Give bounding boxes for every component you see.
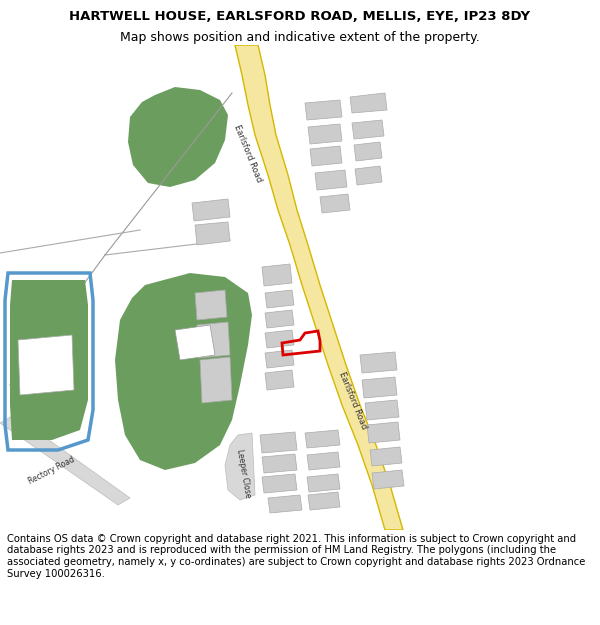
Polygon shape: [308, 492, 340, 510]
Polygon shape: [310, 146, 342, 166]
Polygon shape: [10, 280, 88, 440]
Polygon shape: [308, 124, 342, 144]
Polygon shape: [372, 470, 404, 489]
Polygon shape: [265, 290, 294, 308]
Polygon shape: [197, 322, 230, 358]
Polygon shape: [265, 310, 294, 328]
Polygon shape: [128, 87, 228, 187]
Polygon shape: [115, 273, 252, 470]
Text: Earlsford Road: Earlsford Road: [337, 370, 368, 430]
Polygon shape: [268, 495, 302, 513]
Polygon shape: [262, 264, 292, 286]
Polygon shape: [350, 93, 387, 113]
Polygon shape: [225, 433, 255, 500]
Text: Earlsford Road: Earlsford Road: [232, 123, 263, 183]
Text: Leeper Close: Leeper Close: [235, 448, 253, 498]
Polygon shape: [0, 415, 130, 505]
Polygon shape: [362, 377, 397, 398]
Polygon shape: [195, 290, 227, 320]
Polygon shape: [370, 447, 402, 466]
Polygon shape: [352, 120, 384, 139]
Polygon shape: [307, 474, 340, 492]
Text: Map shows position and indicative extent of the property.: Map shows position and indicative extent…: [120, 31, 480, 44]
Polygon shape: [354, 142, 382, 161]
Polygon shape: [18, 335, 74, 395]
Text: Contains OS data © Crown copyright and database right 2021. This information is : Contains OS data © Crown copyright and d…: [7, 534, 586, 579]
Polygon shape: [320, 194, 350, 213]
Polygon shape: [265, 330, 294, 348]
Polygon shape: [307, 452, 340, 470]
Polygon shape: [265, 350, 294, 368]
Polygon shape: [262, 474, 297, 493]
Polygon shape: [175, 325, 215, 360]
Polygon shape: [262, 454, 297, 473]
Polygon shape: [315, 170, 347, 190]
Polygon shape: [235, 45, 403, 530]
Polygon shape: [265, 370, 294, 390]
Polygon shape: [360, 352, 397, 373]
Polygon shape: [355, 166, 382, 185]
Polygon shape: [305, 430, 340, 448]
Polygon shape: [260, 432, 297, 453]
Polygon shape: [365, 400, 399, 420]
Text: Rectory Road: Rectory Road: [27, 454, 77, 486]
Polygon shape: [305, 100, 342, 120]
Polygon shape: [200, 357, 232, 403]
Text: HARTWELL HOUSE, EARLSFORD ROAD, MELLIS, EYE, IP23 8DY: HARTWELL HOUSE, EARLSFORD ROAD, MELLIS, …: [70, 10, 530, 23]
Polygon shape: [195, 222, 230, 245]
Polygon shape: [192, 199, 230, 221]
Polygon shape: [367, 422, 400, 443]
